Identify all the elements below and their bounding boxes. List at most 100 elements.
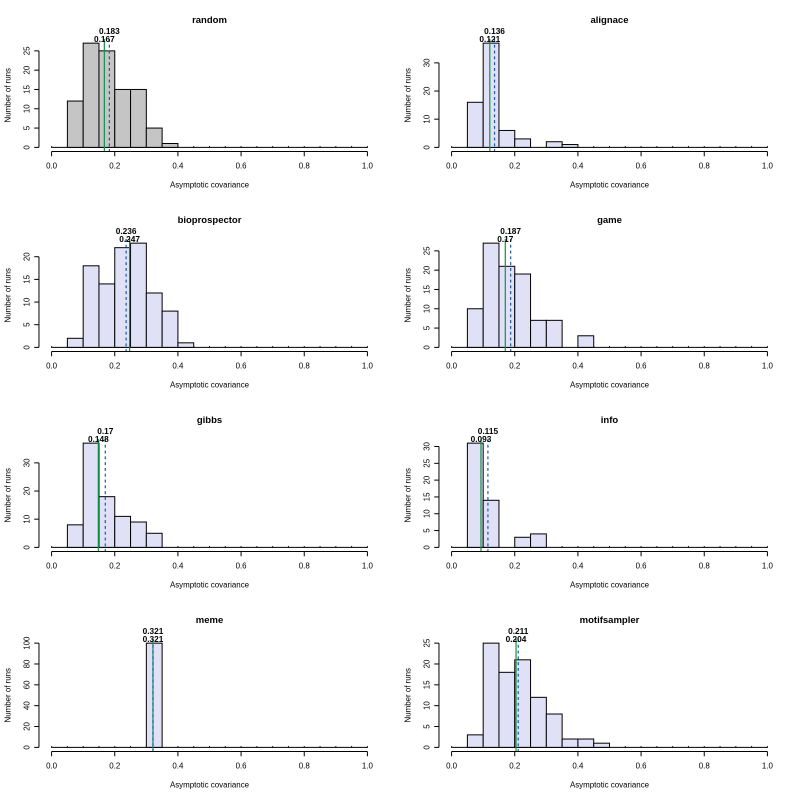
- svg-text:0.6: 0.6: [636, 561, 648, 570]
- svg-text:100: 100: [22, 636, 31, 650]
- svg-text:Number of runs: Number of runs: [4, 68, 13, 123]
- svg-text:0.2: 0.2: [109, 761, 120, 770]
- svg-text:0.8: 0.8: [299, 161, 311, 170]
- svg-text:0.204: 0.204: [506, 634, 527, 644]
- svg-text:30: 30: [422, 58, 431, 67]
- svg-text:0.093: 0.093: [471, 434, 492, 444]
- svg-text:0.0: 0.0: [446, 761, 458, 770]
- svg-text:60: 60: [22, 680, 31, 689]
- svg-text:20: 20: [422, 86, 431, 95]
- svg-text:1.0: 1.0: [362, 361, 374, 370]
- svg-text:15: 15: [422, 492, 431, 501]
- svg-text:5: 5: [22, 322, 31, 327]
- svg-text:10: 10: [422, 509, 431, 518]
- svg-text:0.148: 0.148: [88, 434, 109, 444]
- svg-text:30: 30: [422, 442, 431, 451]
- svg-text:25: 25: [422, 638, 431, 647]
- svg-text:10: 10: [422, 304, 431, 313]
- svg-text:meme: meme: [196, 615, 223, 626]
- svg-text:random: random: [192, 15, 227, 26]
- svg-text:Number of runs: Number of runs: [4, 668, 13, 723]
- svg-text:Number of runs: Number of runs: [4, 268, 13, 323]
- svg-text:0.6: 0.6: [636, 161, 648, 170]
- svg-text:0: 0: [422, 345, 431, 350]
- svg-text:0.2: 0.2: [109, 561, 120, 570]
- svg-text:Asymptotic covariance: Asymptotic covariance: [170, 780, 250, 789]
- svg-text:0.17: 0.17: [97, 426, 114, 436]
- svg-text:alignace: alignace: [590, 15, 628, 26]
- svg-text:Asymptotic covariance: Asymptotic covariance: [170, 580, 250, 589]
- svg-text:Asymptotic covariance: Asymptotic covariance: [570, 780, 650, 789]
- svg-text:25: 25: [422, 246, 431, 255]
- svg-text:0: 0: [422, 745, 431, 750]
- svg-text:0.4: 0.4: [172, 761, 184, 770]
- svg-text:Asymptotic covariance: Asymptotic covariance: [170, 180, 250, 189]
- svg-text:5: 5: [422, 528, 431, 533]
- svg-text:info: info: [601, 415, 619, 426]
- svg-text:0.2: 0.2: [509, 761, 520, 770]
- svg-text:0.0: 0.0: [46, 761, 58, 770]
- svg-text:25: 25: [422, 458, 431, 467]
- svg-text:20: 20: [422, 475, 431, 484]
- svg-text:0.6: 0.6: [236, 761, 248, 770]
- svg-text:20: 20: [422, 265, 431, 274]
- svg-text:0: 0: [22, 145, 31, 150]
- svg-text:0.2: 0.2: [109, 161, 120, 170]
- svg-text:0.0: 0.0: [446, 361, 458, 370]
- svg-text:0.4: 0.4: [172, 361, 184, 370]
- svg-text:1.0: 1.0: [762, 161, 774, 170]
- svg-text:30: 30: [22, 458, 31, 467]
- svg-text:0.0: 0.0: [446, 161, 458, 170]
- svg-text:0.0: 0.0: [46, 161, 58, 170]
- svg-text:10: 10: [22, 514, 31, 523]
- svg-text:5: 5: [422, 724, 431, 729]
- svg-text:20: 20: [22, 252, 31, 261]
- svg-text:0.321: 0.321: [143, 634, 164, 644]
- svg-text:Number of runs: Number of runs: [404, 68, 413, 123]
- svg-text:0.4: 0.4: [172, 161, 184, 170]
- svg-text:15: 15: [422, 680, 431, 689]
- svg-text:0.115: 0.115: [478, 426, 499, 436]
- svg-text:0: 0: [422, 545, 431, 550]
- svg-text:Number of runs: Number of runs: [404, 468, 413, 523]
- svg-text:1.0: 1.0: [362, 761, 374, 770]
- svg-text:10: 10: [22, 104, 31, 113]
- svg-text:Number of runs: Number of runs: [404, 668, 413, 723]
- svg-text:Number of runs: Number of runs: [4, 468, 13, 523]
- svg-text:20: 20: [22, 722, 31, 731]
- svg-text:10: 10: [422, 701, 431, 710]
- svg-text:0.0: 0.0: [46, 561, 58, 570]
- svg-text:5: 5: [422, 325, 431, 330]
- svg-text:0.6: 0.6: [636, 761, 648, 770]
- svg-text:0: 0: [22, 345, 31, 350]
- svg-text:80: 80: [22, 659, 31, 668]
- svg-text:0: 0: [22, 745, 31, 750]
- svg-text:0.6: 0.6: [636, 361, 648, 370]
- svg-text:0: 0: [22, 545, 31, 550]
- svg-text:0.236: 0.236: [116, 226, 137, 236]
- svg-text:0.8: 0.8: [299, 761, 311, 770]
- svg-text:15: 15: [22, 84, 31, 93]
- svg-text:game: game: [597, 215, 622, 226]
- svg-text:10: 10: [422, 114, 431, 123]
- svg-text:gibbs: gibbs: [197, 415, 222, 426]
- svg-text:Asymptotic covariance: Asymptotic covariance: [570, 180, 650, 189]
- svg-text:1.0: 1.0: [362, 561, 374, 570]
- svg-text:20: 20: [22, 65, 31, 74]
- svg-text:0.247: 0.247: [119, 234, 140, 244]
- svg-text:0.6: 0.6: [236, 161, 248, 170]
- svg-text:15: 15: [422, 284, 431, 293]
- svg-text:20: 20: [422, 659, 431, 668]
- svg-text:0.2: 0.2: [109, 361, 120, 370]
- svg-text:Asymptotic covariance: Asymptotic covariance: [570, 380, 650, 389]
- svg-text:0.6: 0.6: [236, 561, 248, 570]
- svg-text:1.0: 1.0: [762, 761, 774, 770]
- svg-text:0: 0: [422, 145, 431, 150]
- svg-text:40: 40: [22, 701, 31, 710]
- svg-text:0.167: 0.167: [94, 34, 115, 44]
- svg-text:0.321: 0.321: [143, 626, 164, 636]
- svg-text:0.2: 0.2: [509, 561, 520, 570]
- svg-text:0.0: 0.0: [446, 561, 458, 570]
- svg-text:0.2: 0.2: [509, 161, 520, 170]
- svg-text:15: 15: [22, 274, 31, 283]
